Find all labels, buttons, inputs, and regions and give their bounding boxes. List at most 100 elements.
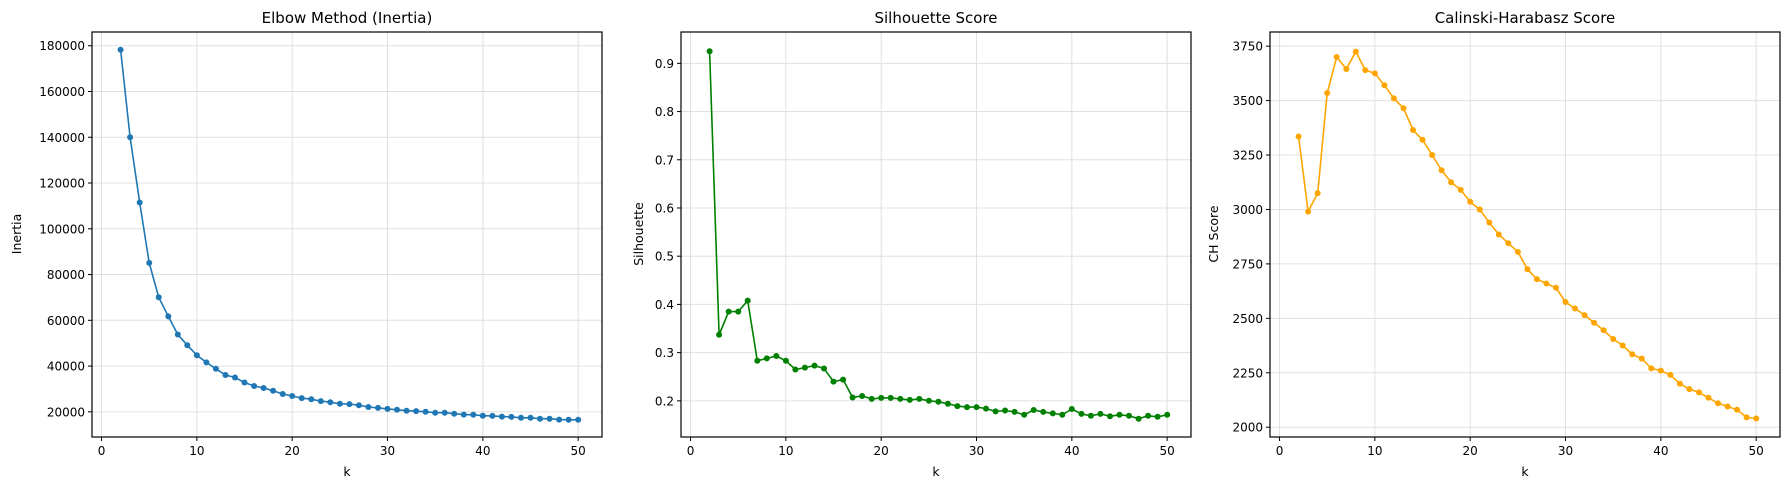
- data-point-marker: [973, 404, 980, 411]
- data-point-marker: [1514, 248, 1521, 255]
- data-point-marker: [1145, 412, 1152, 419]
- data-point-marker: [537, 415, 543, 422]
- data-point-marker: [801, 364, 808, 371]
- data-point-marker: [754, 357, 761, 364]
- data-point-marker: [744, 297, 751, 304]
- data-point-marker: [546, 415, 553, 422]
- data-point-marker: [878, 394, 885, 401]
- data-point-marker: [489, 412, 496, 419]
- y-axis-label: CH Score: [1206, 205, 1221, 262]
- y-tick-label: 3250: [1232, 149, 1263, 163]
- data-point-marker: [174, 331, 181, 338]
- y-tick-label: 20000: [47, 405, 85, 419]
- axes-frame: [91, 31, 603, 438]
- data-point-marker: [394, 406, 400, 413]
- data-point-marker: [375, 404, 381, 411]
- data-point-marker: [556, 416, 563, 423]
- y-tick-label: 3000: [1232, 203, 1263, 217]
- data-point-marker: [916, 395, 923, 402]
- data-point-marker: [906, 396, 913, 403]
- data-point-marker: [317, 398, 324, 405]
- data-point-marker: [575, 416, 582, 423]
- y-tick-label: 140000: [39, 131, 85, 145]
- data-point-marker: [117, 46, 124, 53]
- data-point-marker: [1562, 299, 1569, 305]
- data-point-marker: [384, 405, 391, 412]
- data-point-marker: [470, 411, 477, 418]
- x-tick-label: 50: [1749, 444, 1764, 458]
- x-tick-label: 40: [1653, 444, 1668, 458]
- data-point-marker: [1686, 386, 1693, 393]
- data-point-marker: [403, 407, 410, 414]
- axis-ticks: 0 10 20 30 40 50 2000 2250 2500 2750 3000 3250 3500 3…: [1232, 40, 1763, 458]
- x-axis-label: k: [932, 464, 940, 479]
- axes-frame: [1269, 31, 1781, 438]
- data-point-marker: [1135, 415, 1142, 422]
- data-point-marker: [1324, 90, 1331, 96]
- data-point-marker: [992, 408, 999, 415]
- data-point-marker: [289, 393, 296, 399]
- data-point-marker: [1696, 389, 1702, 396]
- data-point-marker: [355, 402, 362, 409]
- y-tick-label: 2500: [1232, 312, 1263, 326]
- x-tick-label: 10: [189, 444, 204, 458]
- x-tick-label: 50: [571, 444, 586, 458]
- data-series: [706, 48, 1171, 422]
- data-point-marker: [1314, 190, 1321, 197]
- data-point-marker: [232, 374, 238, 381]
- data-point-marker: [849, 394, 856, 401]
- data-point-marker: [460, 411, 467, 418]
- x-tick-label: 10: [1367, 444, 1382, 458]
- data-point-marker: [1724, 403, 1731, 410]
- data-point-marker: [1533, 276, 1540, 283]
- data-point-marker: [279, 391, 286, 397]
- data-point-marker: [1429, 152, 1436, 158]
- series-line: [708, 51, 1168, 420]
- data-point-marker: [270, 387, 277, 394]
- data-point-marker: [716, 331, 723, 338]
- data-point-marker: [1419, 136, 1426, 143]
- data-point-marker: [441, 409, 448, 416]
- data-point-marker: [1467, 198, 1474, 205]
- data-point-marker: [1154, 413, 1161, 420]
- data-point-marker: [432, 409, 439, 416]
- data-point-marker: [251, 383, 258, 389]
- data-point-marker: [735, 308, 742, 315]
- data-point-marker: [193, 352, 200, 359]
- data-point-marker: [1059, 411, 1066, 418]
- y-tick-label: 3500: [1232, 94, 1263, 108]
- data-point-marker: [792, 366, 799, 373]
- data-point-marker: [565, 416, 572, 423]
- x-tick-label: 20: [1463, 444, 1478, 458]
- grid-lines: [92, 32, 602, 437]
- data-point-marker: [1591, 319, 1598, 326]
- data-point-marker: [840, 376, 847, 383]
- data-point-marker: [508, 413, 515, 420]
- y-tick-label: 0.5: [655, 250, 674, 264]
- axis-ticks: 0 10 20 30 40 50 20000 40000 60000 80000 100000 120…: [39, 39, 586, 458]
- data-point-marker: [498, 413, 505, 420]
- y-axis-label: Inertia: [9, 214, 24, 254]
- data-point-marker: [1126, 412, 1132, 419]
- data-point-marker: [1295, 133, 1302, 140]
- y-tick-label: 120000: [39, 177, 85, 191]
- x-tick-label: 30: [1558, 444, 1573, 458]
- data-point-marker: [1734, 406, 1741, 413]
- data-point-marker: [308, 396, 315, 403]
- y-tick-label: 0.4: [655, 298, 674, 312]
- data-point-marker: [773, 353, 780, 359]
- data-point-marker: [1305, 208, 1312, 215]
- data-point-marker: [925, 397, 932, 404]
- data-point-marker: [298, 395, 305, 402]
- data-point-marker: [1486, 219, 1493, 226]
- data-point-marker: [1040, 408, 1047, 415]
- data-point-marker: [897, 395, 904, 402]
- chart-title: Elbow Method (Inertia): [262, 9, 433, 27]
- x-axis-label: k: [343, 464, 351, 479]
- axis-ticks: 0 10 20 30 40 50 0.2 0.3 0.4 0.5 0.6 0.7 0.8 0.9: [655, 57, 1175, 458]
- data-point-marker: [964, 404, 970, 411]
- x-tick-label: 20: [874, 444, 889, 458]
- y-tick-label: 2000: [1232, 421, 1263, 435]
- data-point-marker: [136, 199, 143, 206]
